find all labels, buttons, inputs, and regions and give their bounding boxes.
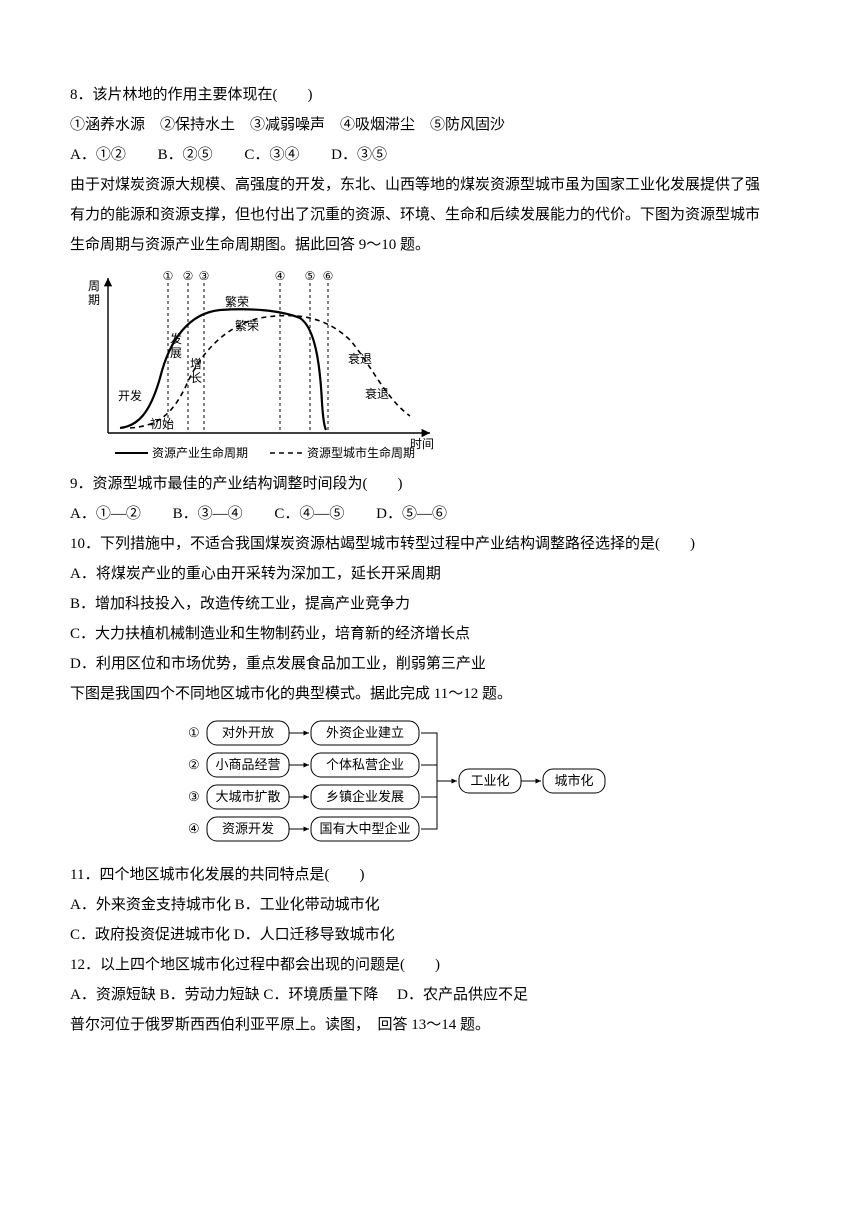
q10-optD: D．利用区位和市场优势，重点发展食品加工业，削弱第三产业 (70, 649, 790, 679)
q11-optB: B．工业化带动城市化 (235, 897, 380, 913)
flow-num-3: ③ (188, 789, 200, 804)
chart-tick-5: ⑤ (305, 269, 316, 283)
q10-optC: C．大力扶植机械制造业和生物制药业，培育新的经济增长点 (70, 619, 790, 649)
q9-stem: 9．资源型城市最佳的产业结构调整时间段为( ) (70, 469, 790, 499)
label-chushi: 初始 (150, 417, 174, 431)
q11-optD: D．人口迁移导致城市化 (234, 927, 395, 943)
legend-industry: 资源产业生命周期 (152, 445, 248, 460)
label-fanrong1: 繁荣 (225, 294, 249, 309)
q12-optC: C．环境质量下降 (263, 987, 378, 1003)
label-shuaitui1: 衰退 (348, 351, 372, 366)
label-zeng-1: 增 (190, 357, 202, 371)
label-fazhan-2: 展 (170, 346, 182, 360)
urbanization-flowchart: ① 对外开放 外资企业建立 ② 小商品经营 个体私营企业 ③ 大城市扩散 乡镇企… (70, 715, 790, 850)
passage3: 普尔河位于俄罗斯西西伯利亚平原上。读图， 回答 13～14 题。 (70, 1010, 790, 1040)
q8-optD: D．③⑤ (331, 147, 387, 163)
q11-optC: C．政府投资促进城市化 (70, 927, 230, 943)
q10-optA: A．将煤炭产业的重心由开采转为深加工，延长开采周期 (70, 559, 790, 589)
q11-row1: A．外来资金支持城市化 B．工业化带动城市化 (70, 890, 790, 920)
label-shuaitui2: 衰退 (365, 386, 389, 401)
chart-tick-2: ② (183, 269, 194, 283)
q9-optA: A．①—② (70, 506, 141, 522)
q8-stem: 8．该片林地的作用主要体现在( ) (70, 80, 790, 110)
flow-b-3: 乡镇企业发展 (326, 789, 404, 804)
passage1-l1: 由于对煤炭资源大规模、高强度的开发，东北、山西等地的煤炭资源型城市虽为国家工业化… (70, 170, 790, 200)
passage1-l3: 生命周期与资源产业生命周期图。据此回答 9～10 题。 (70, 230, 790, 260)
chart-ylabel: 周 (88, 279, 100, 293)
flow-b-1: 外资企业建立 (326, 725, 404, 740)
q9-optB: B．③—④ (173, 506, 243, 522)
svg-text:期: 期 (88, 293, 100, 307)
q12-optD: D．农产品供应不足 (397, 987, 528, 1003)
q8-optB: B．②⑤ (158, 147, 213, 163)
q10-optB: B．增加科技投入，改造传统工业，提高产业竞争力 (70, 589, 790, 619)
label-fazhan-1: 发 (170, 331, 182, 346)
q11-stem: 11．四个地区城市化发展的共同特点是( ) (70, 860, 790, 890)
lifecycle-chart: 周 期 时间 ① ② ③ ④ ⑤ ⑥ 开发 初始 发 展 增 长 繁荣 繁荣 衰… (70, 268, 790, 463)
label-kaifa: 开发 (118, 388, 142, 403)
flow-b-4: 国有大中型企业 (319, 821, 410, 836)
curve-industry (120, 309, 326, 430)
flow-a-2: 小商品经营 (215, 757, 280, 772)
chart-tick-6: ⑥ (323, 269, 334, 283)
q10-stem: 10．下列措施中，不适合我国煤炭资源枯竭型城市转型过程中产业结构调整路径选择的是… (70, 529, 790, 559)
q9-options: A．①—② B．③—④ C．④—⑤ D．⑤—⑥ (70, 499, 790, 529)
q12-stem: 12．以上四个地区城市化过程中都会出现的问题是( ) (70, 950, 790, 980)
q8-subchoices: ①涵养水源 ②保持水土 ③减弱噪声 ④吸烟滞尘 ⑤防风固沙 (70, 110, 790, 140)
chart-tick-1: ① (163, 269, 174, 283)
q8-optA: A．①② (70, 147, 126, 163)
flow-a-1: 对外开放 (222, 725, 274, 740)
flow-merge2: 城市化 (554, 773, 593, 788)
q11-optA: A．外来资金支持城市化 (70, 897, 231, 913)
flow-num-1: ① (188, 725, 200, 740)
q12-optA: A．资源短缺 (70, 987, 156, 1003)
q8-options: A．①② B．②⑤ C．③④ D．③⑤ (70, 140, 790, 170)
label-fanrong2: 繁荣 (235, 318, 259, 333)
passage2: 下图是我国四个不同地区城市化的典型模式。据此完成 11～12 题。 (70, 679, 790, 709)
chart-tick-3: ③ (199, 269, 210, 283)
flow-merge1: 工业化 (470, 773, 509, 788)
q12-optB: B．劳动力短缺 (160, 987, 260, 1003)
q9-optD: D．⑤—⑥ (376, 506, 447, 522)
flow-num-4: ④ (188, 821, 200, 836)
label-zeng-2: 长 (190, 371, 202, 385)
q8-optC: C．③④ (244, 147, 299, 163)
flow-a-3: 大城市扩散 (215, 789, 280, 804)
flow-a-4: 资源开发 (222, 821, 274, 836)
flow-b-2: 个体私营企业 (326, 757, 404, 772)
chart-tick-4: ④ (275, 269, 286, 283)
passage1-l2: 有力的能源和资源支撑，但也付出了沉重的资源、环境、生命和后续发展能力的代价。下图… (70, 200, 790, 230)
flow-num-2: ② (188, 757, 200, 772)
q12-options: A．资源短缺 B．劳动力短缺 C．环境质量下降 D．农产品供应不足 (70, 980, 790, 1010)
q11-row2: C．政府投资促进城市化 D．人口迁移导致城市化 (70, 920, 790, 950)
legend-city: 资源型城市生命周期 (307, 445, 415, 460)
q9-optC: C．④—⑤ (274, 506, 344, 522)
